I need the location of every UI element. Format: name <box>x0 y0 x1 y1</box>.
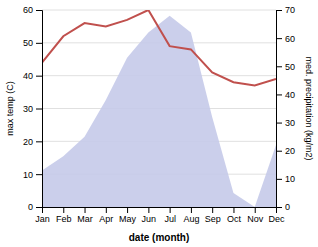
tick: 30 <box>23 104 42 114</box>
tick-label: Nov <box>247 214 264 224</box>
tick: Jan <box>35 207 50 224</box>
tick: Dec <box>268 207 285 224</box>
tick-label: Jan <box>35 214 50 224</box>
tick: Sep <box>205 207 221 224</box>
tick: 50 <box>276 62 295 72</box>
tick-mark <box>170 207 171 213</box>
tick: 30 <box>276 118 295 128</box>
tick: 70 <box>276 5 295 15</box>
axis-line <box>43 208 277 214</box>
tick: Jul <box>164 207 176 224</box>
tick: Mar <box>77 207 93 224</box>
tick: 10 <box>23 170 42 180</box>
y-axis: 0 10 20 30 40 50 60 <box>23 5 43 212</box>
x-axis: Jan Feb Mar Apr May Jun Jul Aug Sep Oct Nov Dec <box>35 207 285 224</box>
tick-label: 50 <box>23 38 33 48</box>
tick: 20 <box>276 146 295 156</box>
tick-mark <box>36 174 42 175</box>
marks <box>42 10 276 207</box>
tick: Feb <box>56 207 72 224</box>
tick-mark <box>276 151 282 152</box>
area <box>42 16 276 207</box>
tick: 0 <box>276 202 290 212</box>
tick-label: Dec <box>268 214 285 224</box>
plot: JanFebMarAprMayJunJulAugSepOctNovDec0102… <box>23 5 295 224</box>
tick: 60 <box>23 5 42 15</box>
tick-mark <box>127 207 128 213</box>
tick: Aug <box>183 207 199 224</box>
x-axis-title: date (month) <box>129 232 190 243</box>
tick-mark <box>36 109 42 110</box>
tick-label: Oct <box>227 214 242 224</box>
tick-mark <box>36 76 42 77</box>
tick-label: 0 <box>285 202 290 212</box>
tick-mark <box>255 207 256 213</box>
tick-mark <box>36 43 42 44</box>
tick-mark <box>191 207 192 213</box>
tick: 10 <box>276 174 295 184</box>
tick-label: 20 <box>23 137 33 147</box>
tick-label: Aug <box>183 214 199 224</box>
tick-label: 40 <box>285 90 295 100</box>
chart: JanFebMarAprMayJunJulAugSepOctNovDec0102… <box>0 0 318 247</box>
tick-mark <box>276 207 282 208</box>
tick-label: May <box>119 214 137 224</box>
tick-mark <box>233 207 234 213</box>
tick-mark <box>276 38 282 39</box>
tick-label: 50 <box>285 62 295 72</box>
tick: 0 <box>28 202 42 212</box>
tick-label: 0 <box>28 202 33 212</box>
tick-label: 60 <box>285 34 295 44</box>
tick-mark <box>85 207 86 213</box>
tick-mark <box>276 123 282 124</box>
tick: Nov <box>247 207 264 224</box>
tick-mark <box>212 207 213 213</box>
tick-mark <box>276 66 282 67</box>
y-axis-title: max temp (C) <box>5 81 15 136</box>
grid-line <box>42 10 276 11</box>
tick-label: 60 <box>23 5 33 15</box>
tick: Jun <box>142 207 157 224</box>
tick-mark <box>276 10 282 11</box>
tick: Oct <box>227 207 242 224</box>
tick-label: 10 <box>23 170 33 180</box>
tick-mark <box>148 207 149 213</box>
tick-mark <box>106 207 107 213</box>
grid <box>42 10 276 207</box>
tick: Apr <box>99 207 113 224</box>
tick-label: 40 <box>23 71 33 81</box>
axis-line <box>277 11 283 208</box>
tick-label: Sep <box>205 214 221 224</box>
tick-mark <box>36 141 42 142</box>
tick-mark <box>276 179 282 180</box>
tick: 60 <box>276 34 295 44</box>
tick: 50 <box>23 38 42 48</box>
tick-mark <box>36 207 42 208</box>
tick-label: 10 <box>285 174 295 184</box>
axis-line <box>36 11 43 208</box>
tick-mark <box>36 10 42 11</box>
tick: 20 <box>23 137 42 147</box>
tick-label: 70 <box>285 5 295 15</box>
tick-label: Jul <box>164 214 176 224</box>
tick-label: Mar <box>77 214 93 224</box>
tick-label: 20 <box>285 146 295 156</box>
tick-label: Apr <box>99 214 113 224</box>
y2-axis-title: med. precipitation (kg/m2) <box>304 56 314 160</box>
tick: May <box>119 207 137 224</box>
line <box>42 10 276 86</box>
tick-label: Jun <box>142 214 157 224</box>
tick: 40 <box>276 90 295 100</box>
y2-axis: 0 10 20 30 40 50 60 70 <box>276 5 295 212</box>
tick-mark <box>63 207 64 213</box>
tick-label: 30 <box>285 118 295 128</box>
tick: 40 <box>23 71 42 81</box>
tick-label: 30 <box>23 104 33 114</box>
tick-mark <box>276 94 282 95</box>
tick-label: Feb <box>56 214 72 224</box>
